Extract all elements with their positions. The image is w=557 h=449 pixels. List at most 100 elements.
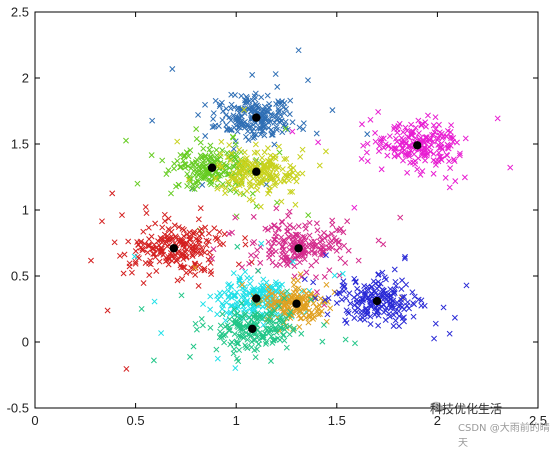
data-point bbox=[135, 242, 142, 248]
data-point bbox=[189, 253, 196, 260]
data-point bbox=[201, 265, 208, 272]
centroid-6 bbox=[294, 244, 303, 253]
data-point bbox=[205, 230, 212, 237]
data-point bbox=[401, 255, 408, 262]
data-point bbox=[180, 264, 187, 271]
data-point bbox=[313, 274, 319, 281]
centroid-layer bbox=[169, 113, 422, 333]
data-point bbox=[283, 300, 290, 307]
data-point bbox=[273, 205, 280, 212]
data-point bbox=[195, 216, 202, 223]
data-point bbox=[415, 296, 422, 303]
data-point bbox=[214, 185, 221, 192]
data-point bbox=[300, 120, 307, 127]
data-point bbox=[399, 294, 406, 301]
data-point bbox=[162, 258, 169, 265]
data-point bbox=[120, 270, 127, 277]
data-point bbox=[280, 308, 287, 315]
data-point bbox=[254, 149, 261, 156]
data-point bbox=[352, 278, 359, 285]
data-point bbox=[298, 330, 305, 337]
data-point bbox=[341, 242, 348, 249]
data-point bbox=[351, 204, 358, 211]
data-point bbox=[258, 94, 265, 101]
data-point bbox=[161, 211, 168, 218]
data-point bbox=[269, 310, 276, 317]
data-point bbox=[291, 263, 298, 270]
data-point bbox=[283, 172, 290, 179]
data-point bbox=[322, 296, 329, 303]
data-point bbox=[147, 261, 154, 268]
data-point bbox=[342, 317, 349, 324]
data-point bbox=[151, 298, 158, 305]
data-point bbox=[311, 249, 318, 256]
data-point bbox=[156, 258, 163, 265]
data-point bbox=[286, 246, 293, 253]
data-point bbox=[270, 337, 277, 344]
data-point bbox=[123, 365, 130, 372]
data-point bbox=[333, 300, 340, 306]
data-point bbox=[396, 323, 402, 330]
data-point bbox=[225, 282, 231, 289]
data-point bbox=[195, 111, 202, 118]
data-point bbox=[183, 149, 190, 156]
data-point bbox=[238, 327, 244, 334]
data-point bbox=[319, 250, 326, 257]
data-point bbox=[295, 231, 302, 238]
data-point bbox=[287, 162, 294, 169]
data-point bbox=[255, 125, 261, 132]
data-point bbox=[232, 292, 239, 299]
data-point bbox=[149, 117, 156, 124]
data-point bbox=[218, 183, 225, 190]
plot-background bbox=[35, 12, 538, 408]
data-point bbox=[145, 243, 152, 250]
data-point bbox=[211, 225, 218, 232]
data-point bbox=[275, 302, 282, 309]
data-point bbox=[326, 267, 333, 274]
data-point bbox=[244, 336, 251, 343]
data-point bbox=[280, 325, 287, 332]
data-point bbox=[300, 126, 307, 133]
data-point bbox=[253, 161, 260, 168]
data-point bbox=[203, 237, 210, 244]
data-point bbox=[220, 332, 227, 339]
wechat-icon bbox=[430, 401, 444, 412]
data-point bbox=[338, 296, 345, 303]
data-point bbox=[217, 322, 224, 329]
series-5 bbox=[88, 190, 255, 372]
data-point bbox=[281, 172, 288, 179]
data-point bbox=[196, 262, 203, 269]
data-point bbox=[264, 226, 271, 233]
data-point bbox=[243, 329, 250, 336]
data-point bbox=[261, 132, 268, 139]
data-point bbox=[351, 302, 358, 309]
data-point bbox=[260, 124, 267, 131]
data-point bbox=[450, 156, 457, 163]
data-point bbox=[104, 307, 111, 314]
data-point bbox=[169, 235, 176, 242]
data-point bbox=[375, 109, 382, 115]
data-point bbox=[226, 114, 233, 121]
data-point bbox=[329, 107, 336, 114]
data-point bbox=[281, 100, 288, 106]
data-point bbox=[209, 124, 216, 131]
data-point bbox=[376, 143, 383, 149]
data-point bbox=[404, 127, 411, 134]
data-point bbox=[242, 268, 249, 275]
data-point bbox=[409, 289, 416, 296]
data-point bbox=[197, 205, 204, 212]
data-point bbox=[226, 142, 233, 149]
data-point bbox=[394, 126, 401, 133]
data-point bbox=[268, 131, 275, 138]
data-point bbox=[305, 249, 312, 256]
data-point bbox=[361, 291, 368, 298]
data-point bbox=[364, 131, 371, 138]
data-point bbox=[252, 354, 259, 361]
data-point bbox=[400, 136, 407, 143]
data-point bbox=[199, 322, 206, 329]
data-point bbox=[169, 66, 176, 72]
data-point bbox=[259, 159, 266, 166]
data-point bbox=[125, 238, 132, 245]
data-point bbox=[218, 164, 225, 170]
data-point bbox=[282, 238, 289, 245]
